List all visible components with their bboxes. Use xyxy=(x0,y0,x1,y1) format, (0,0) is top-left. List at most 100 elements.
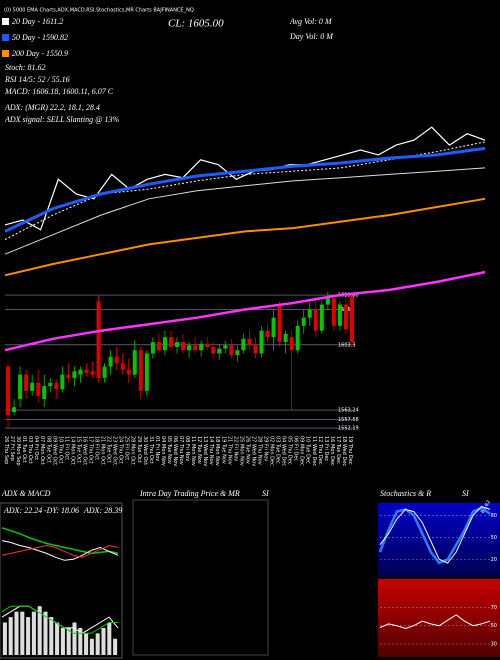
legend-label: 20 Day - 1611.2 xyxy=(12,17,63,26)
x-tick-label: 14 Mon Oct xyxy=(69,436,75,465)
candle-body xyxy=(108,356,113,367)
macd-bar xyxy=(43,611,48,655)
candle-body xyxy=(78,369,83,375)
line xyxy=(4,270,486,352)
panel-subtitle: SI xyxy=(262,489,269,498)
day-vol: Day Vol: 0 M xyxy=(289,32,334,41)
x-tick-label: 01 Fri Nov xyxy=(154,436,160,461)
x-tick-label: 30 Wed Oct xyxy=(142,436,148,465)
candle-body xyxy=(24,374,29,391)
stoch-panel xyxy=(378,503,500,577)
candle-body xyxy=(30,382,35,391)
candle-body xyxy=(6,366,11,416)
candle-body xyxy=(211,346,216,354)
candle-body xyxy=(36,382,41,396)
candle-body xyxy=(156,342,161,351)
candle-body xyxy=(174,342,179,347)
line xyxy=(4,167,486,255)
candle-body xyxy=(48,382,53,387)
candle-body xyxy=(42,386,47,400)
x-tick-label: 26 Thu Sep xyxy=(3,436,9,464)
legend-swatch xyxy=(2,50,9,57)
candle-body xyxy=(289,337,294,351)
x-tick-label: 25 Mon Nov xyxy=(238,436,244,466)
candle-body xyxy=(337,304,342,326)
macd-bar xyxy=(60,627,65,655)
x-tick-label: 11 Fri Oct xyxy=(63,436,69,460)
x-tick-label: 04 Fri Oct xyxy=(33,436,39,460)
x-tick-label: 09 Mon Dec xyxy=(299,436,305,466)
x-tick-label: 03 Tue Dec xyxy=(275,436,281,464)
x-tick-label: 09 Wed Oct xyxy=(51,436,57,465)
x-tick-label: 19 Thu Dec xyxy=(347,436,353,465)
candle-body xyxy=(84,369,89,374)
candle-body xyxy=(66,374,71,378)
x-tick-label: 02 Mon Dec xyxy=(269,436,275,466)
candle-body xyxy=(187,345,192,351)
macd-bar xyxy=(26,617,31,655)
x-tick-label: 21 Mon Oct xyxy=(100,436,106,465)
candle-body xyxy=(132,350,137,375)
candle-body xyxy=(241,338,246,351)
avg-vol: Avg Vol: 0 M xyxy=(289,17,333,26)
y-tick-label: 1633.88 xyxy=(338,293,359,299)
panel-title: ADX & MACD xyxy=(1,489,51,498)
macd-bar xyxy=(49,617,54,655)
rsi-panel xyxy=(378,579,500,657)
candle-body xyxy=(265,330,270,338)
y-tick-label: 80 xyxy=(491,513,497,519)
macd-bar xyxy=(107,622,112,655)
x-tick-label: 06 Wed Nov xyxy=(172,436,178,466)
y-tick-label: 30 xyxy=(491,642,497,648)
x-tick-label: 29 Fri Nov xyxy=(263,436,269,461)
candle-body xyxy=(349,296,354,343)
x-tick-label: 12 Tue Nov xyxy=(196,436,202,464)
x-tick-label: 14 Thu Nov xyxy=(208,436,214,465)
x-tick-label: 17 Thu Oct xyxy=(88,436,94,464)
macd-bar xyxy=(72,622,77,655)
candle-body xyxy=(60,374,65,390)
candle-body xyxy=(96,301,101,378)
candle-body xyxy=(217,348,222,354)
x-tick-label: 16 Wed Oct xyxy=(81,436,87,465)
rsi-text: RSI 14/5: 52 / 55.16 xyxy=(4,75,70,84)
candle-body xyxy=(295,325,300,351)
macd-bar xyxy=(37,606,42,655)
macd-bar xyxy=(2,622,7,655)
macd-bar xyxy=(84,633,89,655)
x-tick-label: 25 Fri Oct xyxy=(124,436,130,460)
candle-body xyxy=(114,356,119,364)
candle-body xyxy=(193,345,198,351)
chart-title: (0) 5000 EMA Charts,ADX,MACD,RSI,Stochas… xyxy=(4,8,194,14)
candle-body xyxy=(18,374,23,400)
macd-bar xyxy=(89,638,94,655)
legend-label: 200 Day - 1550.9 xyxy=(12,49,68,58)
y-tick-label: 70 xyxy=(491,605,497,611)
candle-body xyxy=(168,337,173,347)
x-tick-label: 03 Thu Oct xyxy=(27,436,33,464)
candle-body xyxy=(138,350,143,391)
legend-swatch xyxy=(2,18,9,25)
candle-body xyxy=(325,298,330,305)
candle-body xyxy=(253,345,258,354)
candle-body xyxy=(235,350,240,356)
candle-body xyxy=(102,366,107,378)
x-tick-label: 24 Thu Oct xyxy=(118,436,124,464)
x-tick-label: 18 Wed Dec xyxy=(341,436,347,466)
candle-body xyxy=(319,304,324,331)
x-tick-label: 08 Tue Oct xyxy=(45,436,51,463)
x-tick-label: 26 Tue Nov xyxy=(244,436,250,464)
candle-body xyxy=(12,407,17,413)
x-tick-label: 28 Thu Nov xyxy=(256,436,262,465)
x-tick-label: 27 Wed Nov xyxy=(250,436,256,466)
x-tick-label: 08 Fri Nov xyxy=(184,436,190,461)
panel-title: Stochastics & R xyxy=(380,489,431,498)
candle-body xyxy=(205,343,210,347)
candle-body xyxy=(343,304,348,330)
candle-body xyxy=(313,309,318,331)
line xyxy=(1,605,118,634)
x-tick-label: 19 Tue Nov xyxy=(220,436,226,464)
candle-body xyxy=(307,309,312,318)
x-tick-label: 07 Mon Oct xyxy=(39,436,45,465)
candle-body xyxy=(90,371,95,375)
